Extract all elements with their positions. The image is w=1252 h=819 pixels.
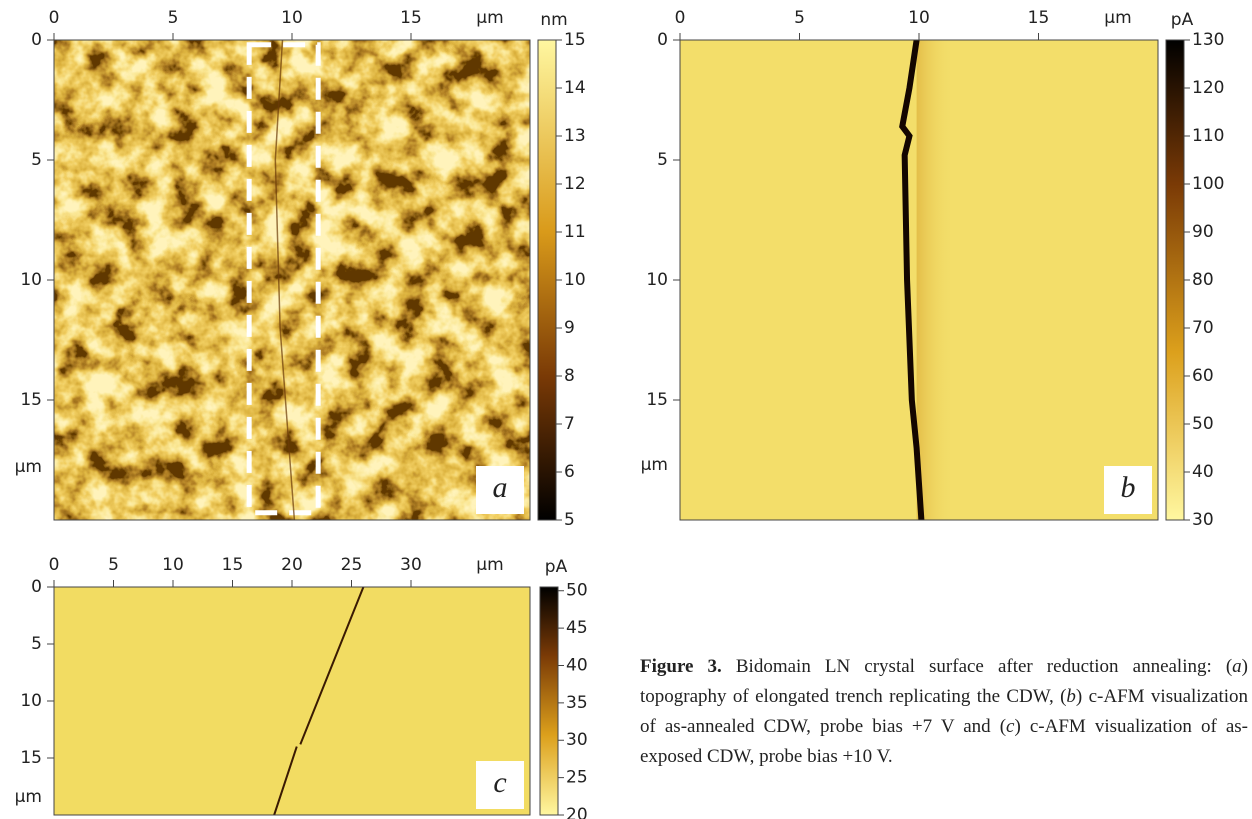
caption-label: Figure 3. xyxy=(640,656,722,677)
colorbar-tick-label: 7 xyxy=(564,414,575,434)
colorbar-tick-label: 11 xyxy=(564,222,586,242)
colorbar-tick-label: 30 xyxy=(566,730,588,750)
colorbar-tick-label: 120 xyxy=(1192,78,1224,98)
panel-label: b xyxy=(1121,471,1136,504)
x-unit: µm xyxy=(1104,8,1131,28)
colorbar-tick-label: 35 xyxy=(566,693,588,713)
colorbar-tick-label: 20 xyxy=(566,805,588,819)
colorbar xyxy=(538,40,556,520)
x-tick-label: 5 xyxy=(794,8,805,28)
colorbar-tick-label: 50 xyxy=(1192,414,1214,434)
caption-panel-ref: b xyxy=(1066,686,1076,707)
colorbar-tick-label: 25 xyxy=(566,768,588,788)
colorbar xyxy=(540,587,558,815)
x-tick-label: 15 xyxy=(400,8,422,28)
panel-label: c xyxy=(493,766,506,799)
x-tick-label: 15 xyxy=(222,555,244,575)
domain-halo xyxy=(917,40,955,520)
x-tick-label: 5 xyxy=(108,555,119,575)
x-tick-label: 15 xyxy=(1028,8,1050,28)
colorbar-tick-label: 80 xyxy=(1192,270,1214,290)
x-tick-label: 30 xyxy=(400,555,422,575)
y-tick-label: 5 xyxy=(31,634,42,654)
colorbar-tick-label: 60 xyxy=(1192,366,1214,386)
x-unit: µm xyxy=(476,555,503,575)
x-tick-label: 20 xyxy=(281,555,303,575)
caption-panel-ref: a xyxy=(1232,656,1242,677)
colorbar-tick-label: 110 xyxy=(1192,126,1224,146)
x-tick-label: 0 xyxy=(49,8,60,28)
current-image xyxy=(54,587,530,815)
colorbar-tick-label: 5 xyxy=(564,510,575,530)
y-tick-label: 0 xyxy=(31,577,42,597)
colorbar-tick-label: 90 xyxy=(1192,222,1214,242)
colorbar-tick-label: 13 xyxy=(564,126,586,146)
y-tick-label: 15 xyxy=(646,390,668,410)
y-tick-label: 0 xyxy=(31,30,42,50)
colorbar-tick-label: 30 xyxy=(1192,510,1214,530)
colorbar-tick-label: 6 xyxy=(564,462,575,482)
colorbar-tick-label: 45 xyxy=(566,618,588,638)
colorbar-tick-label: 40 xyxy=(1192,462,1214,482)
x-tick-label: 5 xyxy=(168,8,179,28)
colorbar-tick-label: 100 xyxy=(1192,174,1224,194)
y-unit: µm xyxy=(15,787,42,807)
colorbar-unit: nm xyxy=(540,10,567,30)
colorbar-tick-label: 15 xyxy=(564,30,586,50)
y-tick-label: 5 xyxy=(31,150,42,170)
y-tick-label: 15 xyxy=(20,748,42,768)
y-tick-label: 5 xyxy=(657,150,668,170)
colorbar-tick-label: 10 xyxy=(564,270,586,290)
y-tick-label: 10 xyxy=(20,691,42,711)
colorbar-tick-label: 12 xyxy=(564,174,586,194)
x-tick-label: 25 xyxy=(341,555,363,575)
x-tick-label: 10 xyxy=(281,8,303,28)
y-unit: µm xyxy=(641,455,668,475)
colorbar-tick-label: 50 xyxy=(566,581,588,601)
y-unit: µm xyxy=(15,457,42,477)
figure: a051015µm051015µm56789101112131415nmb051… xyxy=(0,0,1252,819)
colorbar-tick-label: 130 xyxy=(1192,30,1224,50)
y-tick-label: 0 xyxy=(657,30,668,50)
x-tick-label: 10 xyxy=(908,8,930,28)
colorbar-tick-label: 40 xyxy=(566,655,588,675)
y-tick-label: 10 xyxy=(20,270,42,290)
y-tick-label: 15 xyxy=(20,390,42,410)
caption-text: Bidomain LN crystal surface after reduct… xyxy=(722,656,1232,677)
colorbar xyxy=(1166,40,1184,520)
topography-image xyxy=(54,40,530,520)
colorbar-tick-label: 70 xyxy=(1192,318,1214,338)
colorbar-unit: pA xyxy=(545,557,568,577)
caption: Figure 3. Bidomain LN crystal surface af… xyxy=(640,652,1248,772)
x-unit: µm xyxy=(476,8,503,28)
panel-label: a xyxy=(493,471,508,504)
colorbar-tick-label: 9 xyxy=(564,318,575,338)
y-tick-label: 10 xyxy=(646,270,668,290)
x-tick-label: 0 xyxy=(49,555,60,575)
colorbar-tick-label: 14 xyxy=(564,78,586,98)
x-tick-label: 0 xyxy=(675,8,686,28)
colorbar-unit: pA xyxy=(1171,10,1194,30)
colorbar-tick-label: 8 xyxy=(564,366,575,386)
x-tick-label: 10 xyxy=(162,555,184,575)
